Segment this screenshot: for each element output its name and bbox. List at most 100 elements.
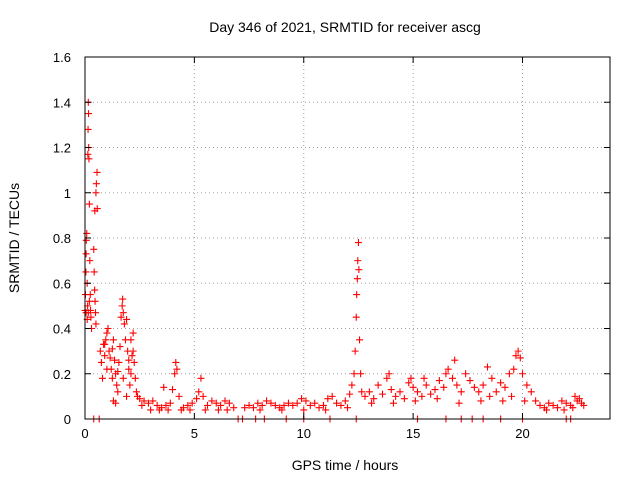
data-point bbox=[451, 356, 459, 364]
data-point bbox=[571, 392, 579, 400]
data-point bbox=[149, 397, 157, 405]
data-point bbox=[379, 390, 386, 398]
x-tick-label: 20 bbox=[515, 426, 529, 441]
x-tick-label: 10 bbox=[297, 426, 311, 441]
data-point bbox=[543, 406, 551, 414]
data-point bbox=[449, 374, 456, 382]
data-point bbox=[324, 395, 332, 403]
data-point bbox=[92, 189, 100, 197]
data-point bbox=[355, 266, 363, 274]
y-tick-label: 1 bbox=[64, 186, 71, 201]
data-point bbox=[400, 395, 408, 403]
data-point bbox=[132, 388, 140, 396]
data-point bbox=[92, 320, 100, 328]
data-point bbox=[82, 268, 90, 276]
data-point bbox=[337, 401, 345, 409]
data-point bbox=[197, 374, 205, 382]
data-point bbox=[418, 392, 426, 400]
data-point bbox=[514, 347, 522, 355]
data-point bbox=[164, 406, 172, 414]
data-point bbox=[85, 110, 92, 118]
data-point bbox=[387, 386, 395, 394]
data-point bbox=[82, 250, 90, 258]
data-point bbox=[162, 401, 170, 409]
data-point bbox=[488, 374, 496, 382]
data-point bbox=[201, 406, 209, 414]
data-point bbox=[353, 291, 361, 299]
data-point bbox=[558, 397, 566, 405]
data-point bbox=[435, 377, 443, 385]
data-point bbox=[479, 381, 487, 389]
data-point bbox=[350, 370, 358, 378]
data-point bbox=[104, 325, 112, 332]
data-point bbox=[536, 401, 544, 409]
data-point bbox=[96, 347, 104, 355]
data-point bbox=[101, 352, 109, 360]
data-point bbox=[523, 381, 531, 389]
data-point bbox=[440, 383, 448, 391]
y-tick-label: 1.4 bbox=[53, 95, 71, 110]
data-point bbox=[365, 388, 373, 396]
data-point bbox=[153, 401, 161, 409]
data-point bbox=[93, 205, 101, 213]
data-point bbox=[353, 275, 361, 283]
data-point bbox=[497, 379, 505, 387]
data-point bbox=[85, 155, 93, 163]
data-point bbox=[102, 336, 110, 344]
data-point bbox=[245, 401, 253, 409]
data-point bbox=[140, 397, 148, 405]
data-point bbox=[484, 363, 491, 371]
data-point bbox=[86, 257, 94, 265]
data-point bbox=[93, 168, 101, 176]
data-point bbox=[545, 399, 553, 407]
data-point bbox=[177, 406, 185, 414]
data-point bbox=[92, 180, 100, 188]
data-point bbox=[214, 406, 222, 414]
data-point bbox=[457, 388, 465, 396]
data-point bbox=[499, 397, 507, 405]
data-point bbox=[280, 401, 288, 409]
data-point bbox=[117, 313, 125, 321]
data-point bbox=[101, 340, 109, 348]
data-point bbox=[195, 388, 203, 396]
y-tick-label: 1.6 bbox=[53, 50, 71, 65]
y-tick-label: 0.6 bbox=[53, 276, 71, 291]
data-point bbox=[284, 399, 292, 407]
data-point bbox=[90, 245, 98, 253]
data-point bbox=[97, 358, 105, 366]
data-point bbox=[230, 404, 238, 412]
data-point bbox=[114, 367, 122, 375]
data-point bbox=[193, 395, 201, 403]
data-point bbox=[204, 401, 211, 409]
data-point bbox=[433, 395, 441, 403]
data-point bbox=[263, 397, 271, 405]
data-point bbox=[83, 229, 91, 237]
data-point bbox=[86, 291, 94, 299]
data-point bbox=[453, 381, 461, 389]
data-point bbox=[130, 358, 138, 366]
data-point bbox=[348, 381, 356, 389]
data-point bbox=[361, 392, 369, 400]
x-tick-label: 5 bbox=[191, 426, 198, 441]
plot-frame bbox=[84, 56, 611, 420]
data-point bbox=[477, 397, 485, 405]
data-point bbox=[169, 386, 176, 394]
data-point bbox=[354, 257, 362, 265]
data-point bbox=[123, 315, 131, 323]
data-point bbox=[554, 404, 561, 412]
data-point bbox=[385, 370, 393, 378]
data-point bbox=[407, 374, 415, 382]
data-point bbox=[519, 370, 526, 378]
data-point bbox=[351, 347, 359, 355]
y-tick-label: 0 bbox=[64, 412, 71, 427]
data-point bbox=[155, 406, 163, 414]
data-point bbox=[333, 399, 341, 407]
data-point bbox=[470, 383, 478, 391]
data-point bbox=[120, 320, 128, 328]
data-point bbox=[111, 356, 119, 364]
data-point bbox=[409, 383, 417, 391]
y-axis-title: SRMTID / TECUs bbox=[6, 183, 22, 293]
data-point bbox=[160, 383, 168, 391]
data-point bbox=[136, 395, 144, 403]
data-point bbox=[125, 356, 133, 364]
